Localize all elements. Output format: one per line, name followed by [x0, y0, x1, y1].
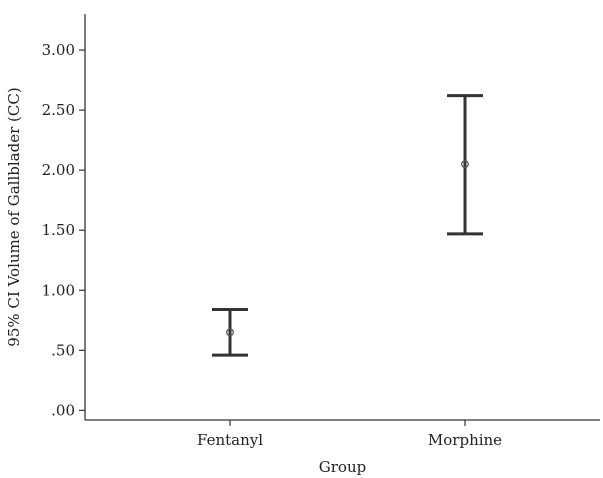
mean-point [226, 328, 234, 337]
y-ticks: .00 .50 1.00 1.50 2.00 2.50 3.00 [42, 41, 85, 419]
y-tick-label: .50 [51, 341, 75, 359]
y-tick-label: 2.50 [42, 101, 75, 119]
y-tick-label: 3.00 [42, 41, 75, 59]
x-ticks: Fentanyl Morphine [197, 420, 502, 449]
x-axis-title: Group [319, 458, 366, 476]
y-tick-label: .00 [51, 401, 75, 419]
y-tick-label: 2.00 [42, 161, 75, 179]
mean-point [461, 160, 469, 169]
y-tick-label: 1.50 [42, 221, 75, 239]
y-axis-title: 95% CI Volume of Gallblader (CC) [5, 87, 23, 346]
error-bars [212, 94, 483, 357]
y-tick-label: 1.00 [42, 281, 75, 299]
x-tick-label: Morphine [428, 431, 502, 449]
x-tick-label: Fentanyl [197, 431, 263, 449]
